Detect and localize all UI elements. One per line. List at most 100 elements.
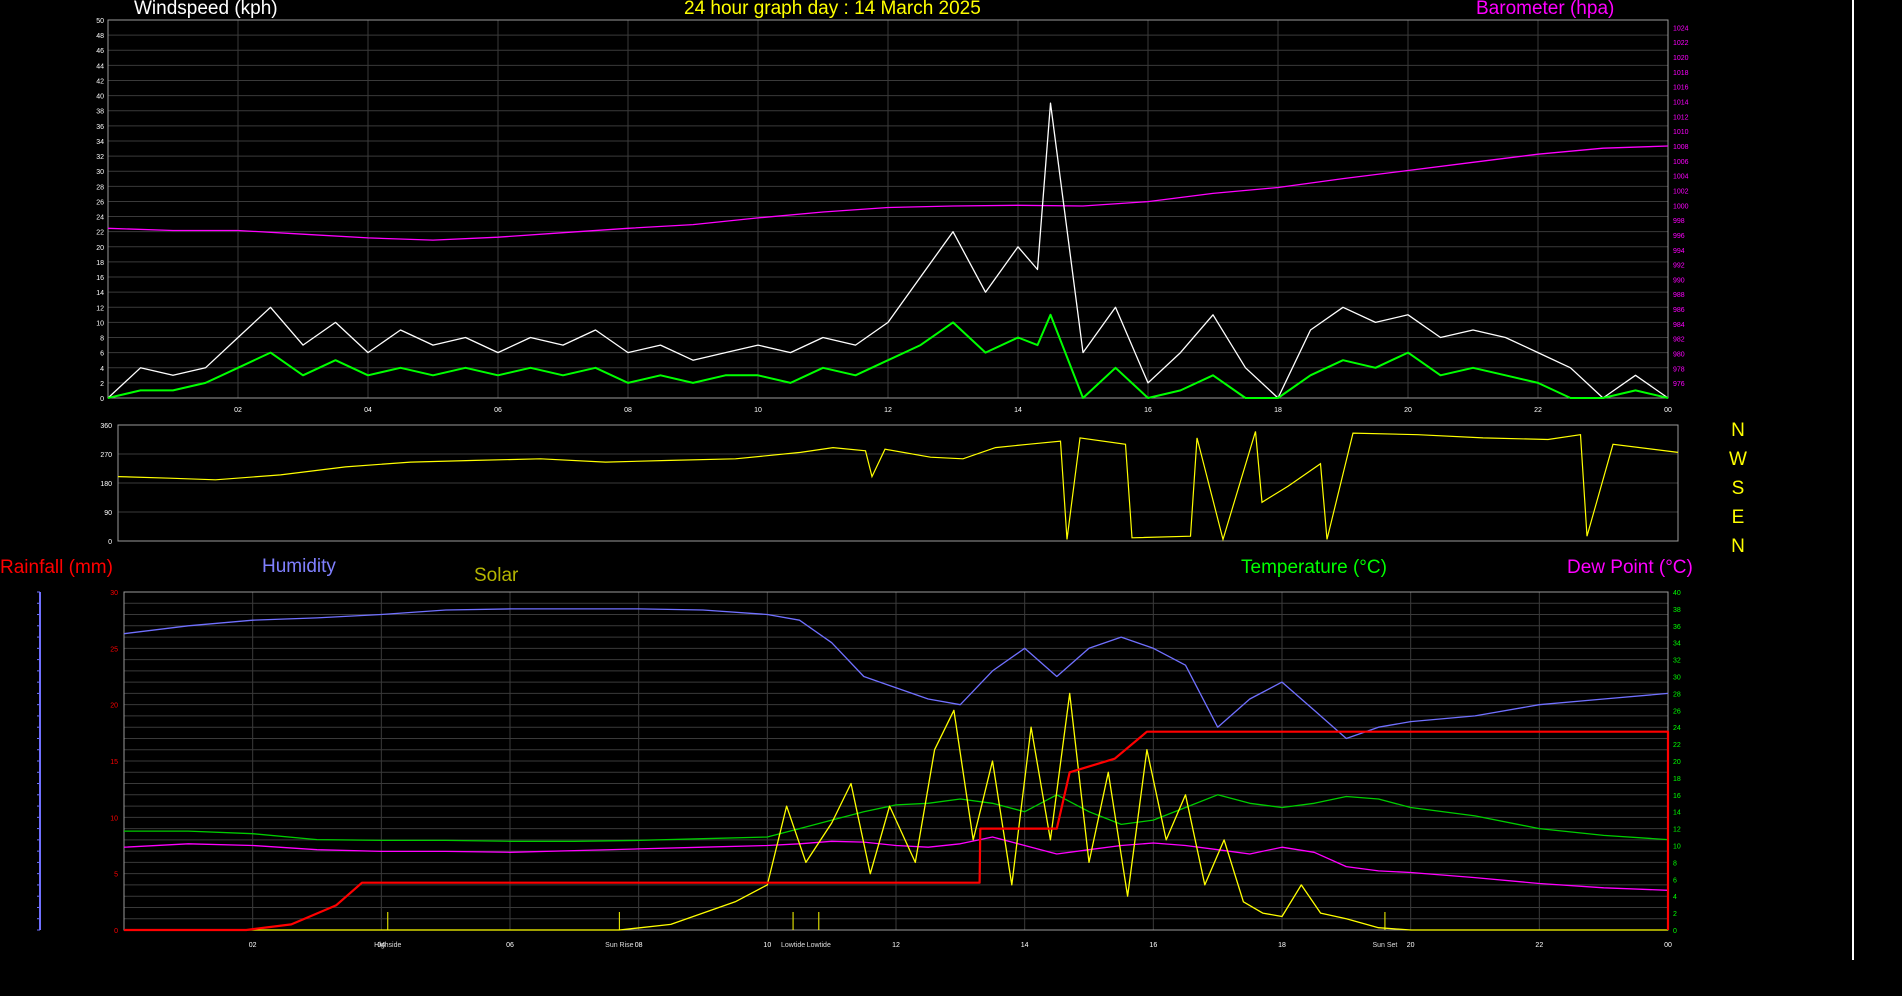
barometer-y-tick-label: 982 bbox=[1673, 337, 1685, 344]
wind-average-series-line bbox=[107, 313, 1669, 399]
solar-series-line bbox=[124, 692, 1668, 931]
barometer-y-tick-label: 996 bbox=[1673, 233, 1685, 240]
barometer-y-tick-label: 1018 bbox=[1673, 70, 1689, 77]
wind-y-tick-label: 22 bbox=[96, 230, 104, 237]
direction-y-tick-label: 270 bbox=[100, 452, 112, 459]
wind-direction-series-line bbox=[117, 431, 1679, 542]
wind-y-tick-label: 8 bbox=[100, 336, 104, 343]
temperature-y-tick-label: 28 bbox=[1673, 691, 1681, 698]
humidity-label: Humidity bbox=[262, 556, 336, 577]
barometer-y-tick-label: 978 bbox=[1673, 366, 1685, 373]
compass-letter: E bbox=[1731, 507, 1745, 528]
rainfall-y-tick-label: 0 bbox=[114, 928, 118, 935]
temperature-y-tick-label: 14 bbox=[1673, 810, 1681, 817]
wind-x-tick-label: 06 bbox=[494, 407, 502, 414]
temperature-y-tick-label: 26 bbox=[1673, 708, 1681, 715]
chart-title: 24 hour graph day : 14 March 2025 bbox=[684, 0, 981, 19]
event-marker-label: Lowtide bbox=[781, 942, 805, 949]
barometer-y-tick-label: 1008 bbox=[1673, 144, 1689, 151]
event-marker-label: Lowtide bbox=[807, 942, 831, 949]
wind-y-tick-label: 40 bbox=[96, 94, 104, 101]
rainfall-label: Rainfall (mm) bbox=[0, 557, 113, 578]
barometer-y-tick-label: 992 bbox=[1673, 263, 1685, 270]
compass-letter: S bbox=[1731, 478, 1745, 499]
wind-y-tick-label: 14 bbox=[96, 290, 104, 297]
rainfall-y-tick-label: 30 bbox=[110, 590, 118, 597]
temperature-y-tick-label: 34 bbox=[1673, 641, 1681, 648]
wind-y-tick-label: 50 bbox=[96, 18, 104, 25]
lower-x-tick-label: 16 bbox=[1149, 942, 1157, 949]
temperature-y-tick-label: 40 bbox=[1673, 590, 1681, 597]
lower-x-tick-label: 22 bbox=[1535, 942, 1543, 949]
wind-y-tick-label: 48 bbox=[96, 33, 104, 40]
wind-y-tick-label: 26 bbox=[96, 199, 104, 206]
barometer-y-tick-label: 984 bbox=[1673, 322, 1685, 329]
barometer-y-tick-label: 980 bbox=[1673, 352, 1685, 359]
event-marker-label: Highside bbox=[374, 942, 401, 949]
temperature-y-tick-label: 32 bbox=[1673, 658, 1681, 665]
wind-y-tick-label: 6 bbox=[100, 351, 104, 358]
wind-y-tick-label: 18 bbox=[96, 260, 104, 267]
direction-y-tick-label: 90 bbox=[104, 510, 112, 517]
wind-y-tick-label: 44 bbox=[96, 63, 104, 70]
temperature-y-tick-label: 18 bbox=[1673, 776, 1681, 783]
windspeed-label: Windspeed (kph) bbox=[134, 0, 278, 19]
wind-y-tick-label: 10 bbox=[96, 320, 104, 327]
rainfall-series-line bbox=[124, 730, 1670, 932]
wind-y-tick-label: 0 bbox=[100, 396, 104, 403]
barometer-y-tick-label: 990 bbox=[1673, 277, 1685, 284]
wind-x-tick-label: 20 bbox=[1404, 407, 1412, 414]
dewpoint-series-line bbox=[123, 836, 1669, 891]
barometer-y-tick-label: 1012 bbox=[1673, 114, 1689, 121]
temperature-y-tick-label: 20 bbox=[1673, 759, 1681, 766]
barometer-y-tick-label: 998 bbox=[1673, 218, 1685, 225]
wind-y-tick-label: 30 bbox=[96, 169, 104, 176]
barometer-y-tick-label: 1014 bbox=[1673, 100, 1689, 107]
wind-y-tick-label: 4 bbox=[100, 366, 104, 373]
wind-x-tick-label: 16 bbox=[1144, 407, 1152, 414]
lower-x-tick-label: 08 bbox=[635, 942, 643, 949]
wind-panel-frame bbox=[107, 19, 1669, 399]
lower-x-tick-label: 18 bbox=[1278, 942, 1286, 949]
rainfall-y-tick-label: 25 bbox=[110, 646, 118, 653]
wind-x-tick-label: 10 bbox=[754, 407, 762, 414]
lower-x-tick-label: 04 bbox=[377, 942, 385, 949]
wind-y-tick-label: 46 bbox=[96, 48, 104, 55]
barometer-y-tick-label: 994 bbox=[1673, 248, 1685, 255]
wind-y-tick-label: 28 bbox=[96, 184, 104, 191]
barometer-y-tick-label: 1010 bbox=[1673, 129, 1689, 136]
wind-x-tick-label: 12 bbox=[884, 407, 892, 414]
lower-x-tick-label: 10 bbox=[763, 942, 771, 949]
compass-letter: N bbox=[1731, 536, 1745, 557]
temperature-y-tick-label: 2 bbox=[1673, 911, 1677, 918]
barometer-y-tick-label: 986 bbox=[1673, 307, 1685, 314]
wind-x-tick-label: 18 bbox=[1274, 407, 1282, 414]
wind-y-tick-label: 42 bbox=[96, 78, 104, 85]
temperature-y-tick-label: 4 bbox=[1673, 894, 1677, 901]
wind-y-tick-label: 24 bbox=[96, 215, 104, 222]
barometer-y-tick-label: 988 bbox=[1673, 292, 1685, 299]
barometer-series-line bbox=[107, 145, 1669, 241]
temperature-series-line bbox=[124, 794, 1669, 842]
temperature-y-tick-label: 6 bbox=[1673, 877, 1677, 884]
rainfall-y-tick-label: 20 bbox=[110, 703, 118, 710]
temperature-y-tick-label: 24 bbox=[1673, 725, 1681, 732]
wind-y-tick-label: 38 bbox=[96, 109, 104, 116]
barometer-y-tick-label: 1016 bbox=[1673, 85, 1689, 92]
temperature-y-tick-label: 10 bbox=[1673, 844, 1681, 851]
lower-x-tick-label: 12 bbox=[892, 942, 900, 949]
temperature-y-tick-label: 12 bbox=[1673, 827, 1681, 834]
right-edge-divider bbox=[1852, 0, 1854, 960]
wind-x-tick-label: 02 bbox=[234, 407, 242, 414]
rainfall-y-tick-label: 15 bbox=[110, 759, 118, 766]
barometer-y-tick-label: 1004 bbox=[1673, 174, 1689, 181]
wind-y-tick-label: 2 bbox=[100, 381, 104, 388]
temperature-y-tick-label: 16 bbox=[1673, 793, 1681, 800]
barometer-y-tick-label: 1022 bbox=[1673, 40, 1689, 47]
temperature-y-tick-label: 36 bbox=[1673, 624, 1681, 631]
temperature-y-tick-label: 30 bbox=[1673, 675, 1681, 682]
temperature-label: Temperature (°C) bbox=[1241, 557, 1387, 578]
wind-gust-series-line bbox=[107, 102, 1669, 399]
